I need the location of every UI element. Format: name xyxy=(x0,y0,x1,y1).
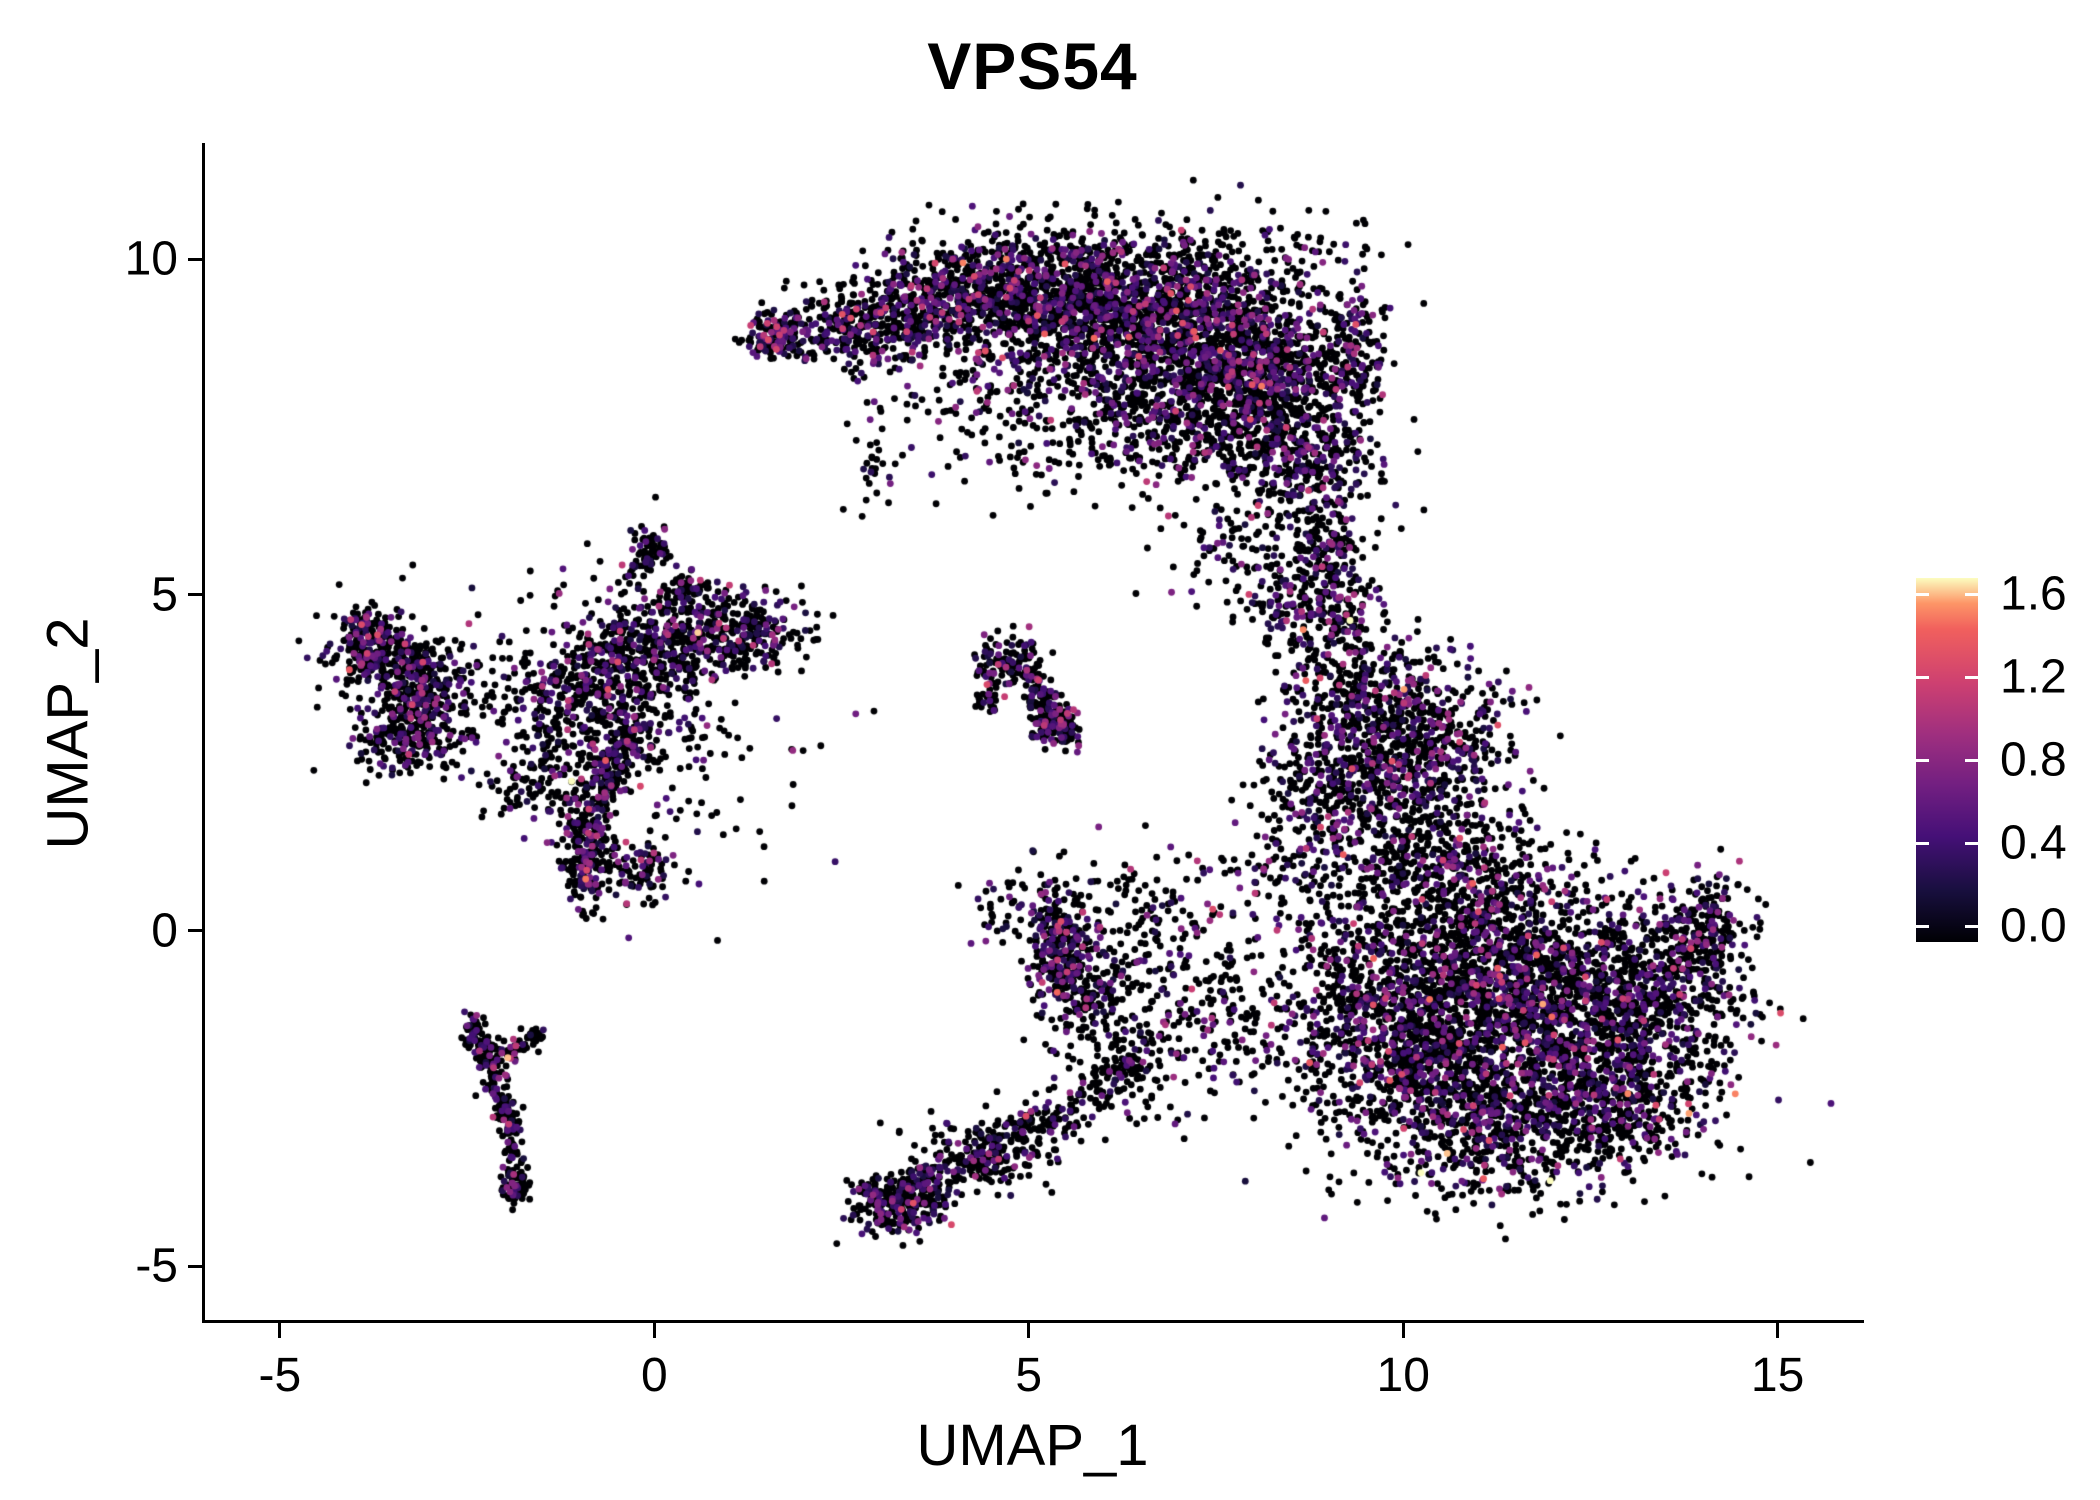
y-tick-mark xyxy=(188,929,203,933)
scatter-plot-canvas xyxy=(205,145,1860,1320)
y-axis-title: UMAP_2 xyxy=(35,617,101,850)
x-tick-label: 0 xyxy=(640,1349,668,1402)
colorbar-tick-mark xyxy=(1965,758,1978,762)
colorbar-tick-mark xyxy=(1965,841,1978,845)
x-tick-mark xyxy=(1027,1323,1031,1338)
x-tick-mark xyxy=(652,1323,656,1338)
x-axis-line xyxy=(202,1320,1864,1323)
x-tick-mark xyxy=(1776,1323,1780,1338)
colorbar-tick-label: 1.2 xyxy=(2000,650,2067,704)
colorbar-tick-mark xyxy=(1965,592,1978,596)
x-tick-label: -5 xyxy=(258,1349,302,1402)
y-tick-label: 10 xyxy=(124,232,178,286)
x-tick-mark xyxy=(1401,1323,1405,1338)
y-axis-line xyxy=(202,143,205,1323)
y-tick-label: 0 xyxy=(151,904,178,958)
x-tick-label: 10 xyxy=(1376,1349,1430,1402)
x-tick-label: 15 xyxy=(1750,1349,1805,1402)
colorbar-tick-label: 1.6 xyxy=(2000,567,2067,621)
colorbar-tick-label: 0.4 xyxy=(2000,816,2067,870)
chart-title: VPS54 xyxy=(927,29,1138,103)
x-tick-mark xyxy=(278,1323,282,1338)
colorbar-tick-mark xyxy=(1916,592,1929,596)
colorbar-tick-mark xyxy=(1965,675,1978,679)
y-tick-mark xyxy=(188,1264,203,1268)
colorbar-tick-mark xyxy=(1916,841,1929,845)
colorbar-tick-mark xyxy=(1916,924,1929,928)
y-tick-mark xyxy=(188,593,203,597)
colorbar-tick-label: 0.8 xyxy=(2000,733,2067,787)
y-tick-mark xyxy=(188,257,203,261)
colorbar-tick-label: 0.0 xyxy=(2000,899,2067,953)
x-tick-label: 5 xyxy=(1015,1349,1043,1402)
y-tick-label: -5 xyxy=(135,1239,178,1293)
colorbar-tick-mark xyxy=(1916,758,1929,762)
x-axis-title: UMAP_1 xyxy=(916,1413,1149,1478)
colorbar-tick-mark xyxy=(1965,924,1978,928)
y-tick-label: 5 xyxy=(151,568,178,622)
colorbar-tick-mark xyxy=(1916,675,1929,679)
